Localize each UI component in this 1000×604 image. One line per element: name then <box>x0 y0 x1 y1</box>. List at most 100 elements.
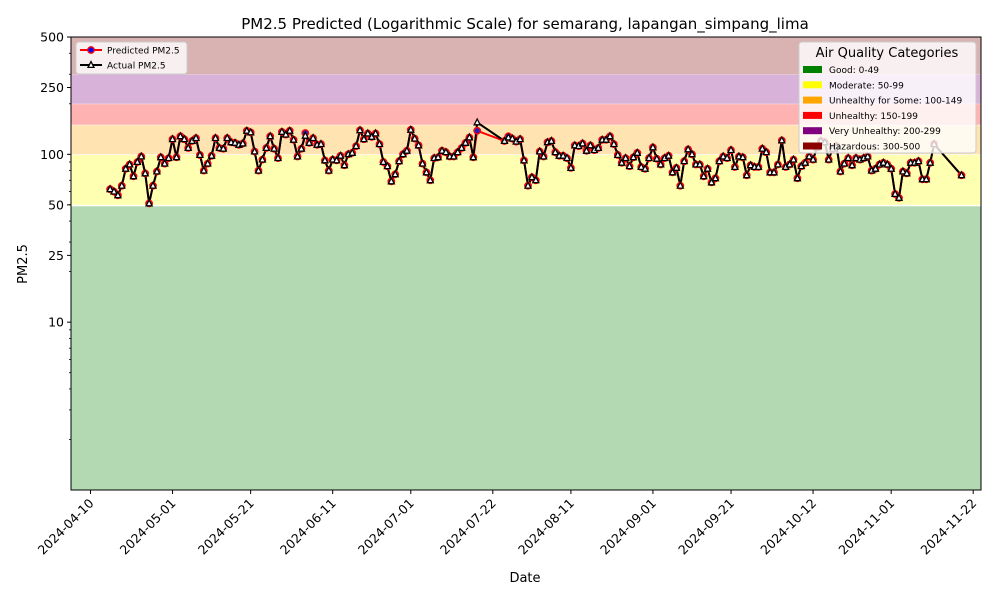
actual-point <box>687 149 697 158</box>
actual-point <box>851 153 861 162</box>
actual-point <box>309 133 318 142</box>
actual-point <box>754 162 763 171</box>
actual-point <box>426 175 435 184</box>
actual-point <box>387 176 396 185</box>
x-axis-label: Date <box>509 571 540 586</box>
actual-point <box>297 143 306 152</box>
actual-point <box>516 134 525 143</box>
category-swatch <box>803 142 822 150</box>
x-tick-label: 2024-04-10 <box>35 495 97 557</box>
actual-point <box>641 163 650 172</box>
chart-title: PM2.5 Predicted (Logarithmic Scale) for … <box>241 15 809 34</box>
category-label: Unhealthy for Some: 100-149 <box>829 97 962 107</box>
actual-point <box>703 163 712 172</box>
actual-point <box>418 158 427 167</box>
actual-point <box>262 143 271 152</box>
actual-point <box>324 165 333 174</box>
category-swatch <box>803 96 822 104</box>
x-axis: 2024-04-10 2024-05-01 2024-05-21 2024-06-11… <box>35 490 979 558</box>
actual-point <box>246 127 255 136</box>
category-legend-title: Air Quality Categories <box>816 46 959 61</box>
actual-point <box>648 142 657 151</box>
actual-point <box>254 165 263 174</box>
y-axis-label: PM2.5 <box>16 244 31 284</box>
x-tick-label: 2024-09-21 <box>675 496 737 558</box>
series-markers <box>106 117 966 208</box>
actual-point <box>527 172 536 181</box>
actual-point <box>777 135 786 144</box>
actual-point <box>762 147 771 156</box>
actual-point <box>273 153 283 162</box>
actual-point <box>258 154 267 163</box>
actual-point <box>121 163 130 172</box>
band-0 <box>71 206 981 490</box>
actual-point <box>348 148 357 156</box>
actual-point <box>664 150 673 159</box>
actual-point <box>594 143 603 152</box>
actual-point <box>395 156 404 165</box>
legend-marker <box>87 46 95 54</box>
category-swatch <box>803 81 822 89</box>
actual-point <box>277 127 286 135</box>
actual-point <box>402 145 411 154</box>
actual-point <box>145 198 154 207</box>
actual-point <box>609 139 618 148</box>
actual-point <box>301 130 310 139</box>
y-tick-label: 10 <box>48 315 64 330</box>
category-label: Moderate: 50-99 <box>829 81 904 91</box>
actual-point <box>617 157 626 166</box>
actual-point <box>531 175 540 184</box>
actual-point <box>730 162 739 171</box>
legend-label: Actual PM2.5 <box>107 62 166 72</box>
actual-point <box>285 125 294 134</box>
actual-point <box>371 128 380 137</box>
actual-point <box>957 170 966 179</box>
y-axis: 10 25 50 100 250 500 <box>40 30 71 440</box>
actual-point <box>473 117 482 126</box>
actual-point <box>805 151 814 160</box>
actual-point <box>680 156 689 165</box>
x-tick-label: 2024-11-01 <box>835 496 897 558</box>
actual-point <box>586 140 595 149</box>
y-tick-label: 50 <box>48 197 64 212</box>
actual-point <box>352 141 361 150</box>
actual-point <box>644 153 654 162</box>
actual-point <box>441 147 450 156</box>
actual-point <box>547 136 556 145</box>
actual-point <box>195 150 204 159</box>
actual-point <box>414 140 423 149</box>
actual-point <box>898 166 907 175</box>
actual-point <box>656 159 665 168</box>
actual-point <box>203 158 212 167</box>
actual-point <box>270 143 279 152</box>
actual-point <box>391 169 400 178</box>
actual-point <box>891 189 900 198</box>
actual-point <box>453 147 462 156</box>
actual-point <box>738 152 747 161</box>
actual-point <box>633 148 642 156</box>
actual-point <box>141 168 150 177</box>
actual-point <box>840 158 849 167</box>
actual-point <box>672 163 681 171</box>
actual-point <box>723 153 732 162</box>
actual-point <box>871 163 880 172</box>
actual-point <box>148 180 158 189</box>
actual-point <box>559 150 568 159</box>
actual-point <box>887 163 896 172</box>
actual-point <box>449 151 458 160</box>
actual-point <box>117 180 126 189</box>
actual-point <box>461 138 470 146</box>
actual-point <box>719 151 728 160</box>
actual-point <box>133 157 142 166</box>
actual-point <box>164 153 173 162</box>
actual-point <box>332 155 341 164</box>
actual-point <box>758 143 767 152</box>
actual-point <box>457 143 466 152</box>
category-swatch <box>803 111 822 119</box>
actual-point <box>809 154 818 163</box>
actual-point <box>191 133 201 142</box>
actual-point <box>316 139 326 148</box>
actual-point <box>801 157 810 166</box>
